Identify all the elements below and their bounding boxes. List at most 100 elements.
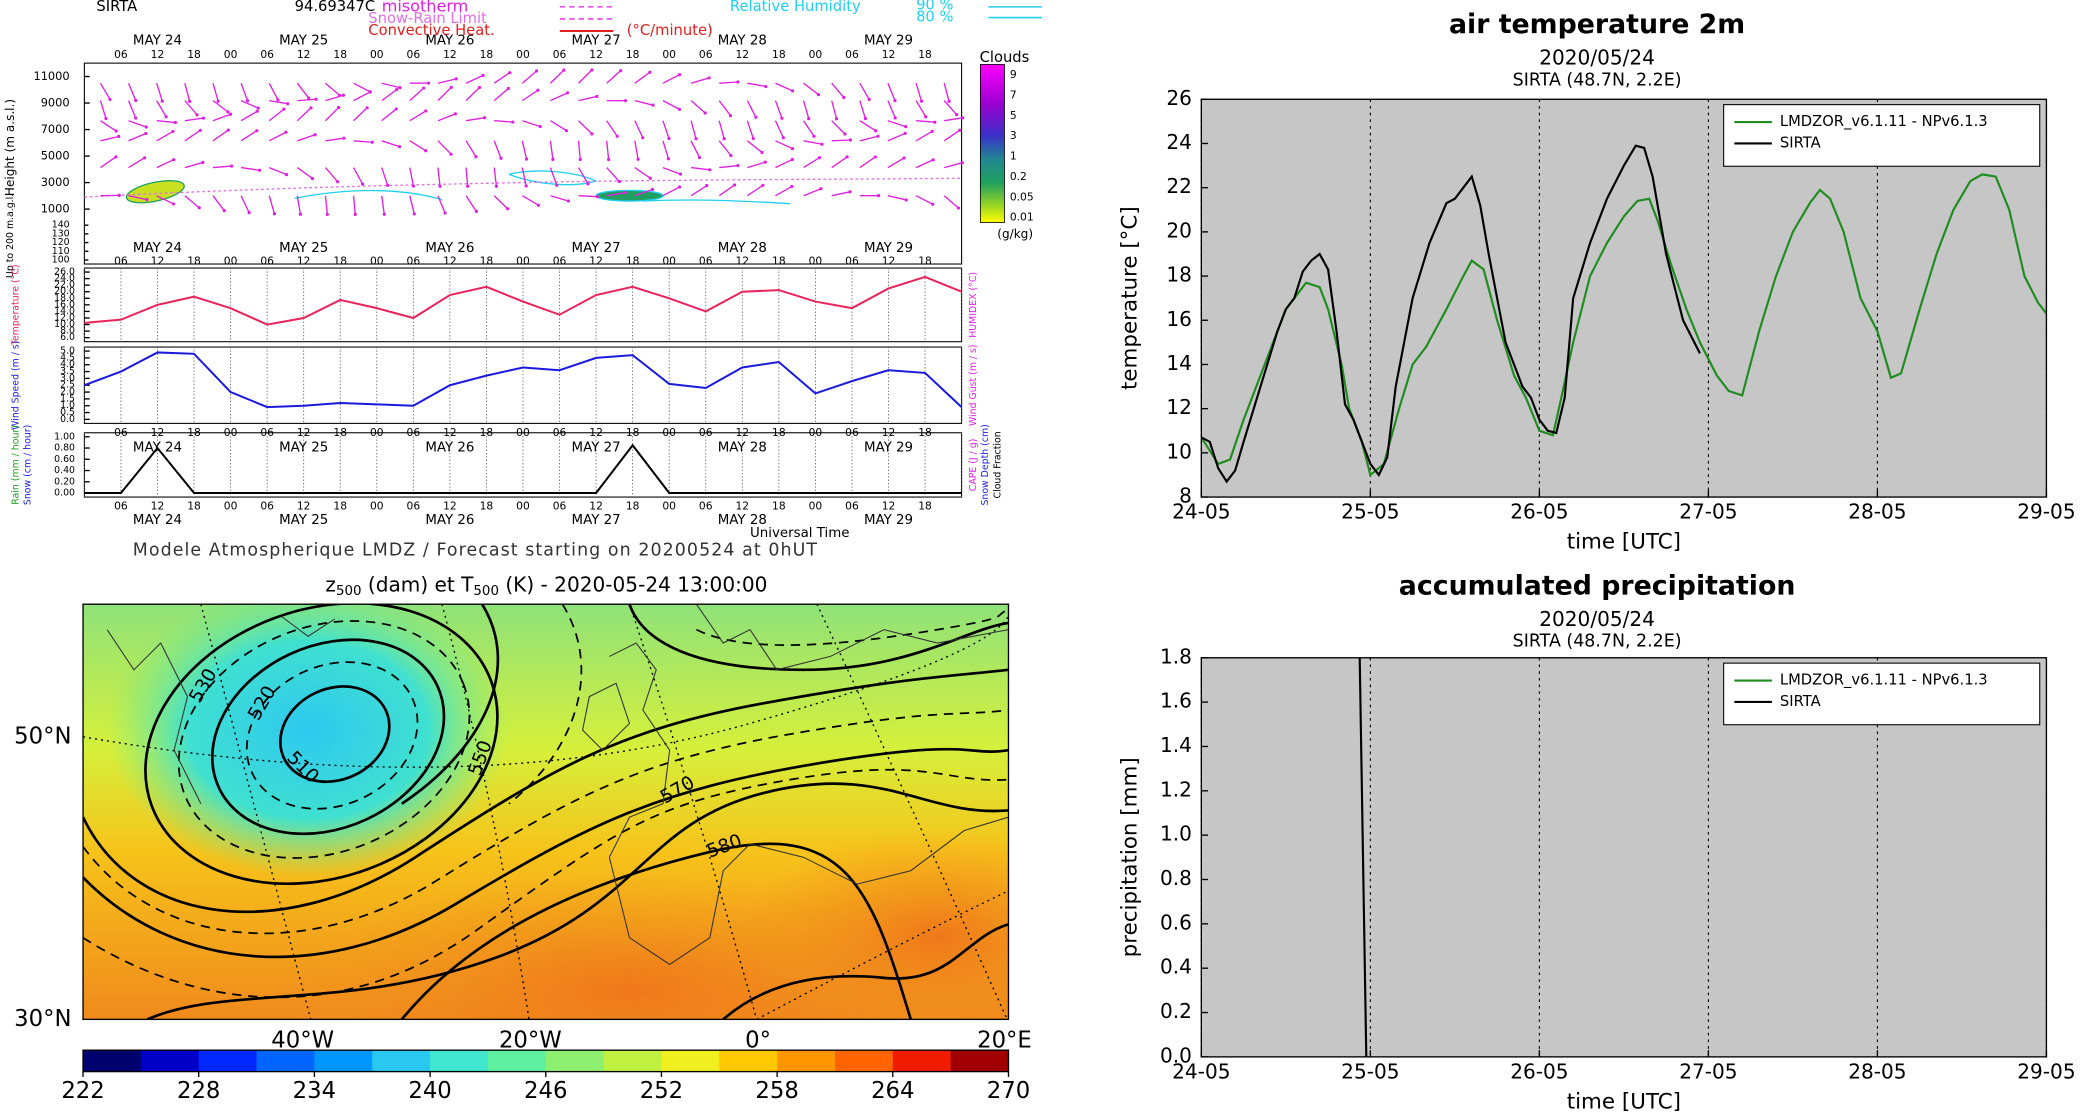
- wind-arrow: [128, 132, 147, 142]
- legend-swatch: [559, 6, 614, 20]
- wind-arrow-head: [590, 68, 594, 72]
- wind-arrow-head: [368, 90, 372, 94]
- wind-arrow: [521, 70, 537, 84]
- wind-arrow-head: [636, 157, 640, 161]
- wind-arrow-head: [651, 103, 655, 107]
- wind-arrow-head: [565, 91, 570, 95]
- hour-label: 18: [626, 48, 640, 61]
- y-tick-label: 8.0: [60, 326, 75, 337]
- wind-arrow-head: [961, 116, 965, 120]
- day-label: MAY 24: [133, 513, 182, 528]
- wind-arrow-head: [144, 131, 148, 136]
- wind-arrow-head: [477, 85, 482, 90]
- cloud-blob: [595, 189, 664, 202]
- wind-arrow-head: [247, 211, 251, 215]
- y-tick-label: 1000: [41, 202, 70, 216]
- wind-arrow-head: [337, 105, 341, 110]
- coastlines: [106, 604, 1009, 966]
- wind-arrow: [662, 186, 680, 197]
- wind-arrow: [746, 184, 764, 197]
- y-axis-label: temperature [°C]: [1117, 206, 1142, 390]
- chart-subtitle: 2020/05/24: [1539, 46, 1655, 70]
- meteogram: SIRTA 94.69347C misotherm Snow-Rain Limi…: [3, 0, 1042, 561]
- wind-arrow: [803, 188, 822, 197]
- colorbar-segment: [719, 1050, 778, 1072]
- day-label: MAY 27: [572, 513, 621, 528]
- hour-label: 12: [151, 499, 165, 512]
- hour-label: 06: [407, 254, 421, 267]
- wind-arrow-head: [117, 134, 121, 139]
- wind-arrow-head: [623, 99, 628, 103]
- hour-label: 06: [553, 254, 567, 267]
- hour-label: 06: [260, 254, 274, 267]
- map-field: [83, 604, 1009, 1020]
- axis-label: Snow Depth (cm): [980, 424, 991, 505]
- day-label: MAY 29: [864, 513, 913, 528]
- wind-arrow: [240, 130, 258, 142]
- wind-arrow: [578, 69, 593, 84]
- wind-arrow-head: [947, 99, 951, 103]
- wind-arrow-head: [705, 183, 709, 188]
- wind-arrow: [324, 195, 328, 215]
- y-tick-label: 5.0: [60, 346, 75, 357]
- wind-arrow: [887, 100, 896, 119]
- wind-arrow-head: [678, 172, 683, 176]
- wind-arrow: [156, 195, 174, 205]
- legend-label: LMDZOR_v6.1.11 - NPv6.1.3: [1780, 672, 1988, 689]
- series-group: [1201, 144, 2047, 484]
- y-tick-label: 9000: [41, 96, 70, 110]
- wind-arrow: [493, 87, 509, 102]
- axis-label: CAPE (J / g): [968, 439, 979, 492]
- wind-arrow-head: [595, 94, 599, 99]
- chart-subtitle: SIRTA (48.7N, 2.2E): [1513, 632, 1682, 652]
- y-tick-label: 1.2: [1160, 777, 1192, 801]
- wind-arrow-head: [424, 149, 428, 153]
- wind-arrow-head: [230, 164, 234, 168]
- wind-arrow: [606, 167, 620, 182]
- y-tick-label: 14.0: [54, 306, 75, 317]
- wind-arrow: [775, 140, 793, 150]
- wind-arrow-head: [667, 136, 671, 141]
- wind-arrow: [99, 100, 107, 119]
- wind-arrow: [887, 120, 906, 128]
- hour-label: 06: [407, 48, 421, 61]
- day-label: MAY 25: [279, 33, 328, 48]
- day-label: MAY 27: [572, 241, 621, 256]
- wind-arrow: [746, 120, 754, 139]
- wind-arrow-head: [754, 115, 758, 119]
- wind-arrow-head: [506, 207, 510, 211]
- wind-arrow-head: [524, 157, 529, 161]
- y-tick-label: 1.5: [60, 393, 75, 404]
- wind-arrow-head: [284, 173, 289, 177]
- wind-arrow: [887, 157, 905, 169]
- wind-arrow: [774, 100, 783, 119]
- wind-arrow: [100, 120, 117, 132]
- wind-arrow-head: [697, 155, 702, 160]
- wind-arrow: [296, 195, 302, 215]
- wind-arrow: [634, 167, 651, 179]
- legend-text: Snow-Rain Limit: [368, 10, 487, 27]
- wind-arrow-head: [694, 137, 698, 141]
- wind-arrow-head: [703, 111, 707, 115]
- wind-arrow-head: [108, 97, 112, 101]
- colorbar-segment: [140, 1050, 200, 1072]
- wind-arrow-head: [307, 96, 311, 100]
- colorbar-tick-label: 252: [640, 1078, 683, 1104]
- wind-arrow-head: [164, 115, 168, 119]
- y-tick-label: 1.6: [1160, 689, 1192, 713]
- wind-arrow-head: [482, 116, 487, 120]
- wind-arrow-head: [104, 116, 108, 121]
- y-tick-label: 16.0: [54, 299, 75, 310]
- wind-arrow: [240, 110, 258, 122]
- y-tick-label: 0.4: [1160, 955, 1192, 979]
- wind-arrow: [325, 82, 341, 96]
- hour-label: 12: [443, 254, 457, 267]
- wind-arrow: [802, 100, 810, 119]
- hour-label: 12: [443, 48, 457, 61]
- colorbar-segment: [256, 1050, 315, 1072]
- y-tick-label: 4.0: [60, 359, 75, 370]
- wind-arrow-head: [619, 69, 623, 73]
- footer: Modele Atmospherique LMDZ / Forecast sta…: [133, 541, 818, 561]
- wind-arrow-head: [834, 117, 839, 121]
- wind-arrow: [437, 140, 452, 155]
